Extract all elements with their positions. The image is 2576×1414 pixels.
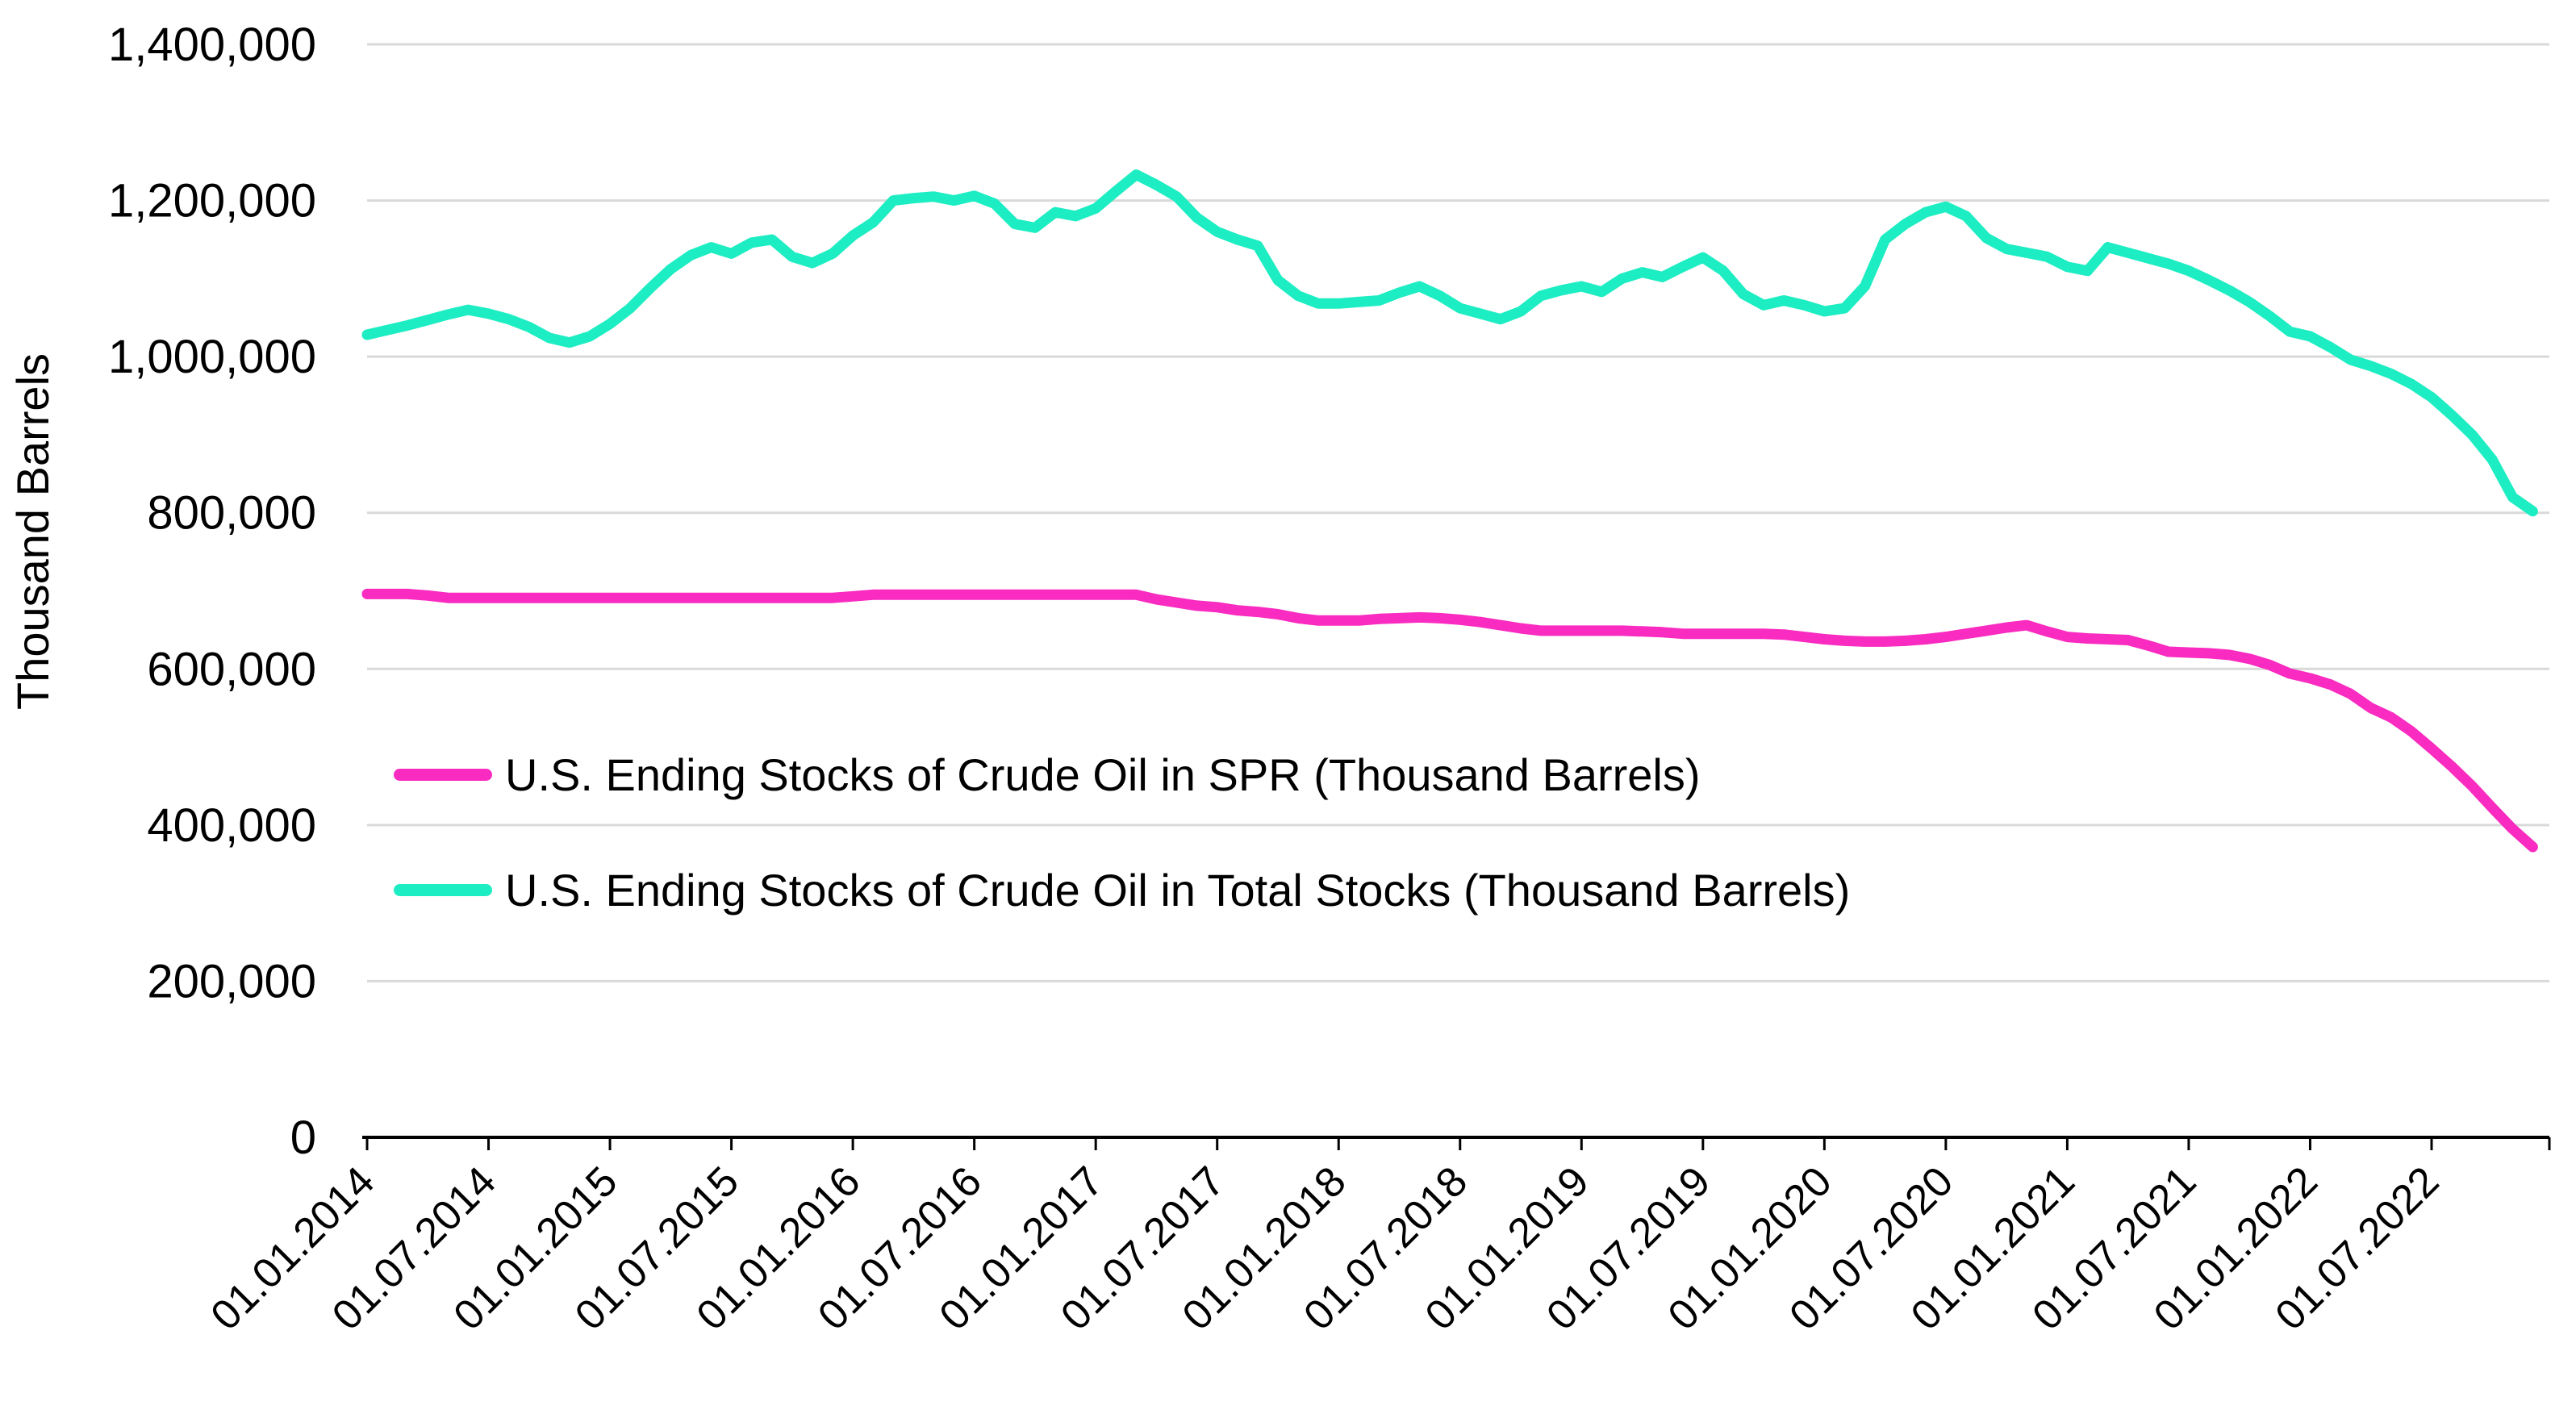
y-tick-label: 800,000 bbox=[147, 487, 316, 540]
legend-swatch-spr-icon bbox=[394, 769, 492, 781]
y-tick-label: 1,400,000 bbox=[108, 19, 316, 71]
y-tick-label: 600,000 bbox=[147, 643, 316, 695]
series-line-spr bbox=[361, 588, 2538, 853]
legend: U.S. Ending Stocks of Crude Oil in SPR (… bbox=[394, 749, 1850, 916]
y-tick-label: 1,200,000 bbox=[108, 175, 316, 227]
y-tick-label: 1,000,000 bbox=[108, 331, 316, 383]
y-tick-label: 0 bbox=[290, 1112, 316, 1164]
y-tick-label: 400,000 bbox=[147, 799, 316, 852]
legend-label-total: U.S. Ending Stocks of Crude Oil in Total… bbox=[505, 865, 1851, 916]
legend-row-spr: U.S. Ending Stocks of Crude Oil in SPR (… bbox=[394, 749, 1850, 801]
legend-row-total: U.S. Ending Stocks of Crude Oil in Total… bbox=[394, 864, 1850, 916]
y-tick-label: 200,000 bbox=[147, 955, 316, 1007]
series-line-total bbox=[361, 169, 2538, 517]
legend-swatch-total-icon bbox=[394, 884, 492, 896]
legend-label-spr: U.S. Ending Stocks of Crude Oil in SPR (… bbox=[505, 749, 1701, 800]
y-axis-title: Thousand Barrels bbox=[7, 352, 58, 710]
